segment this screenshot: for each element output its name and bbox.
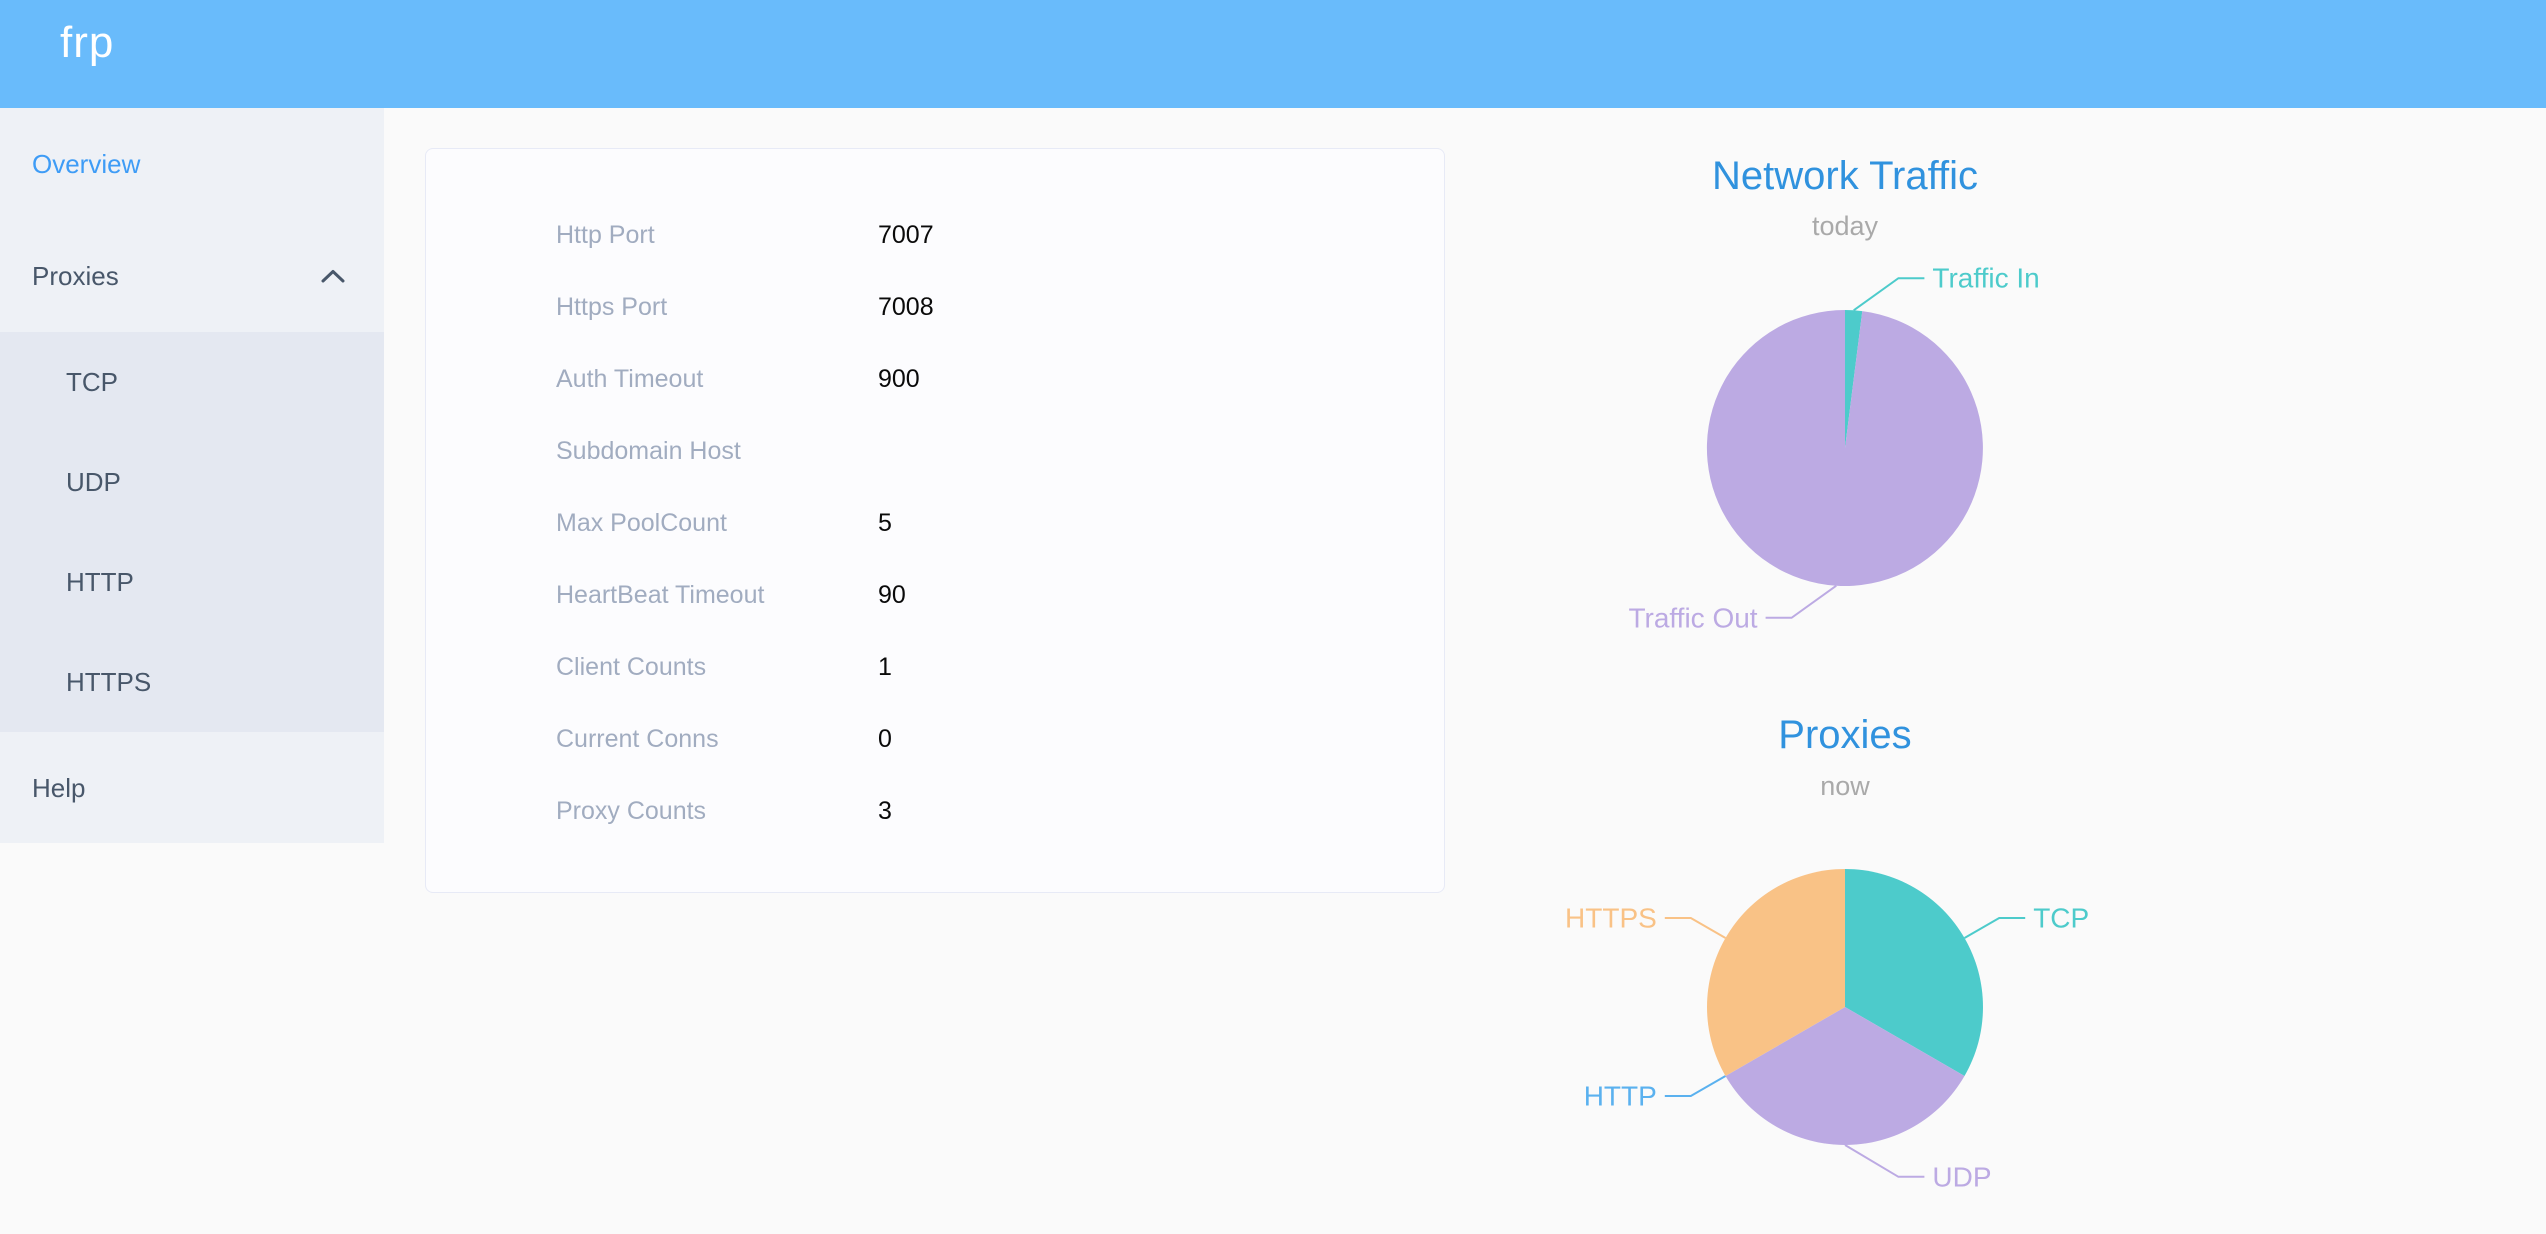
- pie-label-tcp: TCP: [2033, 903, 2089, 934]
- pie-slice-traffic-out[interactable]: [1706, 310, 1983, 586]
- proxies-pie-chart[interactable]: TCP UDP HTTP HTTPS: [1515, 800, 2175, 1234]
- network-traffic-chart-title: Network Traffic: [1712, 154, 1978, 198]
- config-row: Max PoolCount 5: [426, 487, 1444, 559]
- network-traffic-pie-chart[interactable]: Traffic In Traffic Out: [1515, 240, 2175, 700]
- proxies-chart-title: Proxies: [1778, 713, 1912, 757]
- pie-slice-tcp[interactable]: [1845, 869, 1983, 1076]
- pie-label-line-traffic-in: [1853, 277, 1925, 312]
- config-label: Https Port: [556, 292, 668, 321]
- pie-slice-traffic-in[interactable]: [1845, 310, 1863, 448]
- pie-label-traffic-out: Traffic Out: [1628, 602, 1757, 633]
- sidebar-item-overview[interactable]: Overview: [32, 148, 141, 179]
- sidebar-item-proxies[interactable]: Proxies: [0, 220, 384, 332]
- header-bar: frp: [0, 0, 2546, 108]
- proxies-submenu: TCP UDP HTTP HTTPS: [0, 332, 384, 732]
- pie-slice-udp[interactable]: [1725, 1007, 1965, 1145]
- config-label: Client Counts: [556, 652, 707, 681]
- config-value: 3: [878, 796, 892, 825]
- config-label: Auth Timeout: [556, 364, 704, 393]
- chevron-up-icon: [321, 270, 345, 283]
- config-row: HeartBeat Timeout 90: [426, 559, 1444, 631]
- config-row: Current Conns 0: [426, 703, 1444, 775]
- pie-slice-https[interactable]: [1707, 869, 1845, 1076]
- config-label: HeartBeat Timeout: [556, 580, 765, 609]
- config-row: Proxy Counts 3: [426, 775, 1444, 847]
- network-traffic-chart-subtitle: today: [1811, 211, 1879, 241]
- config-label: Max PoolCount: [556, 508, 727, 537]
- config-row: Http Port 7007: [426, 199, 1444, 271]
- config-row: Subdomain Host: [426, 415, 1444, 487]
- config-value: 5: [878, 508, 892, 537]
- config-row: Https Port 7008: [426, 271, 1444, 343]
- pie-label-traffic-in: Traffic In: [1932, 263, 2039, 294]
- sidebar-item-tcp[interactable]: TCP: [66, 366, 118, 397]
- sidebar-item-help[interactable]: Help: [32, 772, 86, 803]
- config-value: 900: [878, 364, 920, 393]
- sidebar-item-https[interactable]: HTTPS: [66, 666, 152, 697]
- config-row: Auth Timeout 900: [426, 343, 1444, 415]
- pie-label-udp: UDP: [1932, 1161, 1991, 1192]
- config-value: 90: [878, 580, 906, 609]
- pie-label-line-traffic-out: [1765, 584, 1837, 619]
- pie-label-https: HTTPS: [1565, 903, 1657, 934]
- server-config-card: Http Port 7007 Https Port 7008 Auth Timeout 9…: [425, 148, 1445, 893]
- config-value: 0: [878, 724, 892, 753]
- config-value: 1: [878, 652, 892, 681]
- pie-label-line-tcp: [1964, 917, 2026, 939]
- pie-label-http: HTTP: [1584, 1081, 1657, 1112]
- sidebar-menu: Overview Proxies TCP UDP HTTP HTTPS Help: [0, 108, 384, 843]
- sidebar-item-proxies-label: Proxies: [32, 260, 119, 291]
- server-config-rows: Http Port 7007 Https Port 7008 Auth Timeout 9…: [426, 199, 1444, 847]
- pie-label-line-http: [1664, 1075, 1726, 1097]
- config-value: 7008: [878, 292, 934, 321]
- config-value: 7007: [878, 220, 934, 249]
- app-logo: frp: [60, 18, 115, 67]
- config-label: Current Conns: [556, 724, 719, 753]
- sidebar-item-udp[interactable]: UDP: [66, 466, 121, 497]
- config-label: Proxy Counts: [556, 796, 707, 825]
- config-label: Http Port: [556, 220, 655, 249]
- config-label: Subdomain Host: [556, 436, 741, 465]
- sidebar-item-http[interactable]: HTTP: [66, 566, 134, 597]
- pie-label-line-https: [1664, 917, 1726, 939]
- pie-label-line-udp: [1844, 1144, 1925, 1178]
- config-row: Client Counts 1: [426, 631, 1444, 703]
- proxies-chart-subtitle: now: [1820, 771, 1870, 801]
